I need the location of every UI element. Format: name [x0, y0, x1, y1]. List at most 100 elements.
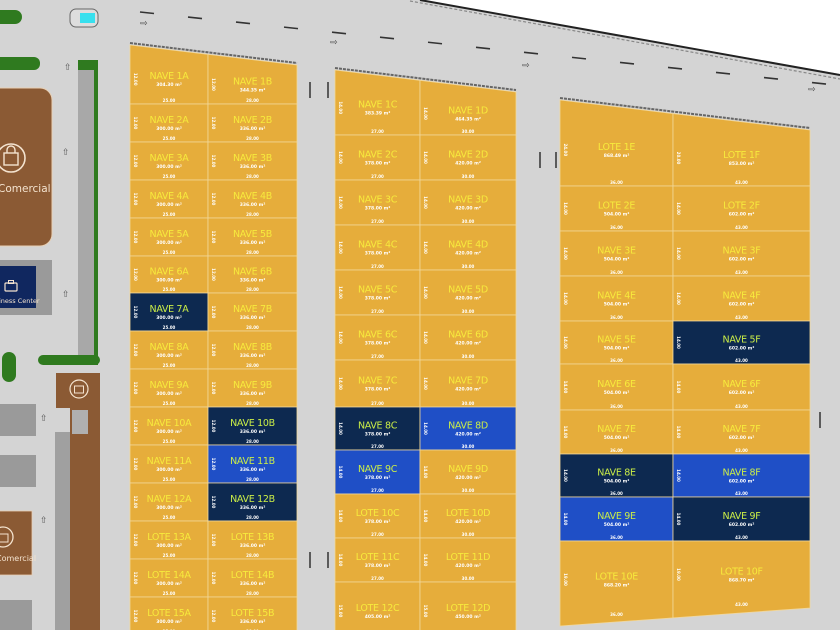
- green-strip: [38, 355, 100, 365]
- lot-shape[interactable]: [334, 581, 421, 630]
- lane-dash: [475, 46, 491, 50]
- lot-area: 336.00 m²: [240, 581, 266, 587]
- business-center[interactable]: Business Center: [0, 266, 40, 308]
- lot-depth: 12.00: [133, 610, 138, 623]
- lot-width: 28.00: [246, 174, 259, 179]
- lot-shape[interactable]: [129, 596, 209, 630]
- lot-width: 36.00: [610, 358, 623, 363]
- lot-depth: 14.00: [423, 331, 428, 344]
- lot-width: 28.00: [246, 250, 259, 255]
- commercial-strip[interactable]: [56, 373, 100, 630]
- lot-depth: 14.00: [338, 286, 343, 299]
- lot-shape[interactable]: [672, 540, 811, 619]
- lot-width: 28.00: [246, 553, 259, 558]
- lot-depth: 20.00: [676, 152, 681, 165]
- lot-shape[interactable]: [419, 581, 517, 630]
- lot-area: 300.00 m²: [156, 467, 182, 473]
- lot-width: 25.00: [163, 477, 176, 482]
- lot-label: NAVE 8A: [150, 342, 190, 353]
- lot-shape[interactable]: [207, 596, 298, 630]
- commercial-top[interactable]: Comercial: [0, 87, 53, 247]
- lot-depth: 14.00: [423, 466, 428, 479]
- commercial-bottom[interactable]: Comercial: [0, 510, 36, 576]
- lot-width: 27.00: [371, 576, 384, 581]
- lot-label: NAVE 4F: [723, 291, 761, 302]
- lot-label: NAVE 2C: [358, 150, 398, 161]
- lot-area: 450.00 m²: [455, 614, 481, 620]
